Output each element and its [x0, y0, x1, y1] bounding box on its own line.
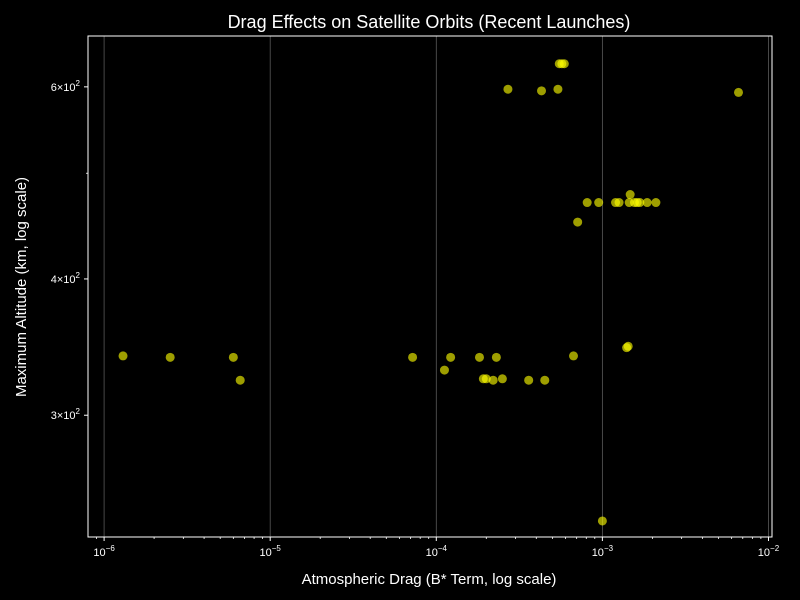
y-tick-label: 4×102	[51, 271, 81, 286]
data-point	[594, 198, 604, 208]
data-point	[439, 365, 449, 375]
data-point	[651, 198, 661, 208]
data-point	[625, 190, 635, 200]
y-tick-label-times: ×	[57, 82, 63, 94]
x-tick-label-base: 10	[426, 547, 438, 559]
x-tick-label: 10−5	[260, 544, 282, 559]
data-point	[568, 351, 578, 361]
y-tick-label-base: 10	[63, 274, 75, 286]
data-point	[553, 84, 563, 94]
x-tick-label-exponent: −4	[438, 544, 448, 553]
y-tick-label-mantissa: 6	[51, 82, 57, 94]
data-point	[614, 198, 624, 208]
x-tick-label-base: 10	[758, 547, 770, 559]
data-point	[642, 198, 652, 208]
grid-lines	[103, 36, 769, 537]
y-tick-label: 6×102	[51, 79, 81, 94]
x-tick-label-base: 10	[260, 547, 272, 559]
chart-title: Drag Effects on Satellite Orbits (Recent…	[228, 12, 631, 32]
plot-frame	[87, 35, 773, 538]
x-tick-label-base: 10	[93, 547, 105, 559]
data-point	[559, 59, 569, 69]
y-axis-label: Maximum Altitude (km, log scale)	[13, 177, 30, 397]
data-point	[474, 352, 484, 362]
y-tick-label-base: 10	[63, 82, 75, 94]
data-point	[497, 374, 507, 384]
x-tick-label-exponent: −2	[770, 544, 780, 553]
y-tick-label-mantissa: 3	[51, 410, 57, 422]
x-tick-label: 10−3	[592, 544, 614, 559]
y-tick-label-times: ×	[57, 410, 63, 422]
data-point	[582, 198, 592, 208]
data-point	[235, 375, 245, 385]
x-tick-label: 10−4	[426, 544, 448, 559]
y-tick-label-exponent: 2	[76, 407, 81, 416]
y-tick-label-times: ×	[57, 274, 63, 286]
x-axis-label: Atmospheric Drag (B* Term, log scale)	[302, 571, 557, 588]
data-point	[408, 352, 418, 362]
data-point	[503, 84, 513, 94]
data-point	[540, 375, 550, 385]
x-tick-label-exponent: −5	[272, 544, 282, 553]
y-tick-label-mantissa: 4	[51, 274, 57, 286]
data-points	[118, 59, 744, 526]
data-point	[524, 375, 534, 385]
x-tick-label: 10−6	[93, 544, 115, 559]
x-tick-label-exponent: −6	[106, 544, 116, 553]
data-point	[165, 352, 175, 362]
y-tick-label-base: 10	[63, 410, 75, 422]
x-tick-label: 10−2	[758, 544, 780, 559]
data-point	[446, 352, 456, 362]
data-point	[573, 217, 583, 227]
data-point	[488, 375, 498, 385]
x-tick-label-base: 10	[592, 547, 604, 559]
data-point	[734, 87, 744, 97]
x-tick-label-exponent: −3	[604, 544, 614, 553]
data-point	[623, 341, 633, 351]
y-tick-label-exponent: 2	[76, 271, 81, 280]
data-point	[491, 352, 501, 362]
data-point	[118, 351, 128, 361]
data-point	[228, 352, 238, 362]
y-tick-label: 3×102	[51, 407, 81, 422]
data-point	[597, 516, 607, 526]
data-point	[635, 198, 645, 208]
data-point	[481, 374, 491, 384]
y-tick-label-exponent: 2	[76, 79, 81, 88]
data-point	[537, 86, 547, 96]
